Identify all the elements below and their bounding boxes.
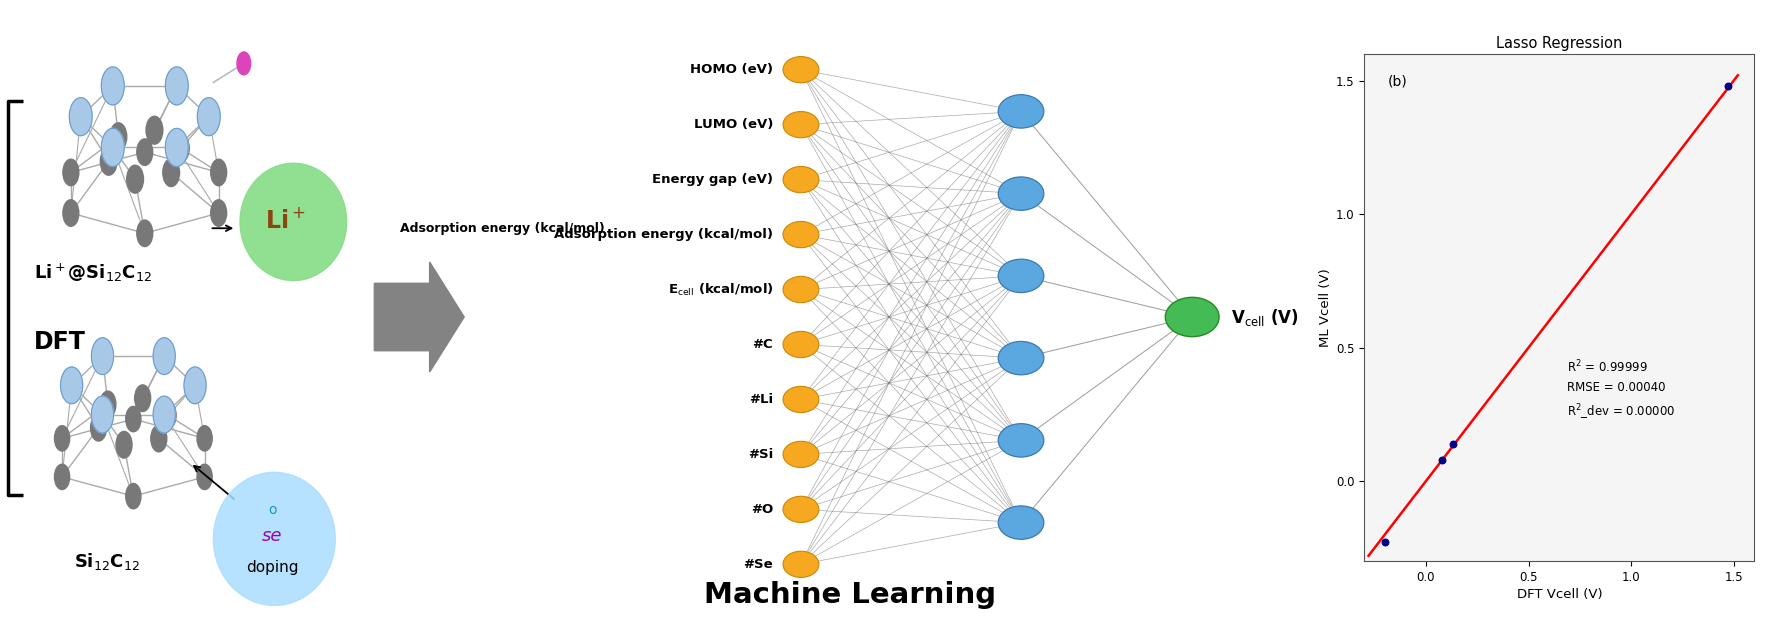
Circle shape [126, 484, 142, 509]
Text: #C: #C [753, 338, 773, 351]
Circle shape [197, 425, 213, 451]
Circle shape [237, 52, 250, 75]
Circle shape [126, 406, 142, 432]
Circle shape [172, 134, 190, 162]
Point [1439, 439, 1467, 449]
Text: Machine Learning: Machine Learning [703, 581, 996, 609]
Circle shape [60, 367, 83, 404]
Circle shape [101, 128, 124, 166]
Circle shape [152, 396, 175, 433]
Circle shape [1166, 297, 1219, 337]
Ellipse shape [213, 472, 335, 605]
Circle shape [783, 332, 819, 358]
Circle shape [110, 123, 128, 151]
Circle shape [62, 159, 78, 186]
Text: Adsorption energy (kcal/mol): Adsorption energy (kcal/mol) [555, 228, 773, 241]
Circle shape [136, 220, 152, 247]
Text: o: o [268, 503, 276, 517]
Circle shape [152, 338, 175, 375]
Text: (b): (b) [1387, 74, 1407, 88]
Circle shape [783, 221, 819, 248]
Text: se: se [262, 527, 284, 545]
Circle shape [197, 98, 220, 136]
Circle shape [783, 167, 819, 193]
Circle shape [783, 112, 819, 138]
Circle shape [184, 367, 206, 404]
Circle shape [115, 432, 133, 458]
Circle shape [211, 200, 227, 226]
Circle shape [998, 506, 1044, 540]
Point [1428, 455, 1457, 465]
Text: #Si: #Si [748, 448, 773, 461]
Circle shape [62, 200, 78, 226]
Text: Li$^+$: Li$^+$ [266, 208, 307, 233]
Text: Adsorption energy (kcal/mol): Adsorption energy (kcal/mol) [400, 222, 604, 235]
Circle shape [92, 396, 113, 433]
Circle shape [92, 338, 113, 375]
Circle shape [783, 551, 819, 578]
Circle shape [151, 425, 167, 452]
Text: V$_{\rm cell}$ (V): V$_{\rm cell}$ (V) [1232, 306, 1299, 328]
Circle shape [998, 94, 1044, 128]
Circle shape [159, 402, 175, 429]
Circle shape [145, 116, 163, 144]
Circle shape [135, 385, 151, 411]
Circle shape [90, 415, 106, 441]
Text: #Li: #Li [750, 393, 773, 406]
Circle shape [55, 425, 69, 451]
Circle shape [783, 276, 819, 302]
Point [1372, 538, 1400, 548]
Circle shape [998, 259, 1044, 292]
Circle shape [783, 386, 819, 413]
Text: R$^2$ = 0.99999
RMSE = 0.00040
R$^2$_dev = 0.00000: R$^2$ = 0.99999 RMSE = 0.00040 R$^2$_dev… [1566, 358, 1676, 422]
X-axis label: DFT Vcell (V): DFT Vcell (V) [1517, 588, 1602, 601]
Point [1714, 81, 1742, 91]
Text: Si$_{12}$C$_{12}$: Si$_{12}$C$_{12}$ [74, 550, 140, 572]
Text: Li$^+$@Si$_{12}$C$_{12}$: Li$^+$@Si$_{12}$C$_{12}$ [34, 261, 152, 284]
Circle shape [783, 56, 819, 83]
Text: HOMO (eV): HOMO (eV) [691, 63, 773, 76]
Circle shape [101, 67, 124, 105]
Circle shape [128, 165, 144, 193]
Circle shape [55, 464, 69, 489]
Circle shape [211, 159, 227, 186]
Circle shape [136, 139, 152, 165]
Circle shape [783, 496, 819, 522]
Circle shape [783, 441, 819, 467]
Circle shape [998, 342, 1044, 375]
Text: doping: doping [246, 560, 299, 575]
Circle shape [165, 128, 188, 166]
Title: Lasso Regression: Lasso Regression [1496, 36, 1623, 51]
FancyArrow shape [374, 262, 464, 372]
Text: LUMO (eV): LUMO (eV) [695, 118, 773, 131]
Text: DFT: DFT [34, 330, 87, 354]
Circle shape [998, 424, 1044, 457]
Y-axis label: ML Vcell (V): ML Vcell (V) [1318, 268, 1333, 347]
Circle shape [99, 391, 115, 418]
Circle shape [163, 158, 179, 186]
Text: Energy gap (eV): Energy gap (eV) [652, 173, 773, 186]
Circle shape [69, 98, 92, 136]
Circle shape [101, 147, 117, 175]
Text: #Se: #Se [744, 558, 773, 571]
Ellipse shape [239, 164, 347, 280]
Circle shape [998, 177, 1044, 210]
Text: #O: #O [751, 503, 773, 516]
Text: E$_{\rm cell}$ (kcal/mol): E$_{\rm cell}$ (kcal/mol) [668, 281, 773, 297]
Circle shape [197, 464, 213, 489]
Circle shape [165, 67, 188, 105]
